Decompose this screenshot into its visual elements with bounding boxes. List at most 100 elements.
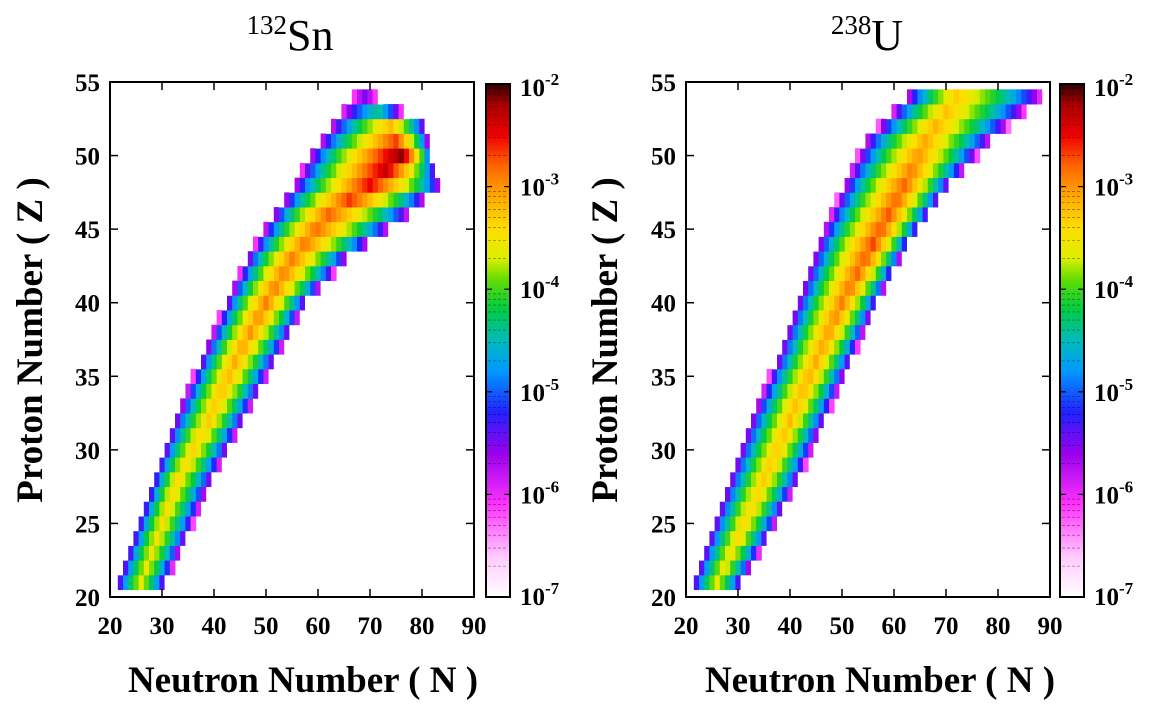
- heatmap-cell: [221, 368, 228, 385]
- heatmap-cell: [745, 530, 752, 546]
- heatmap-cell: [273, 324, 280, 340]
- heatmap-cell: [289, 310, 295, 326]
- heatmap-cell: [948, 104, 955, 120]
- heatmap-cell: [896, 162, 903, 179]
- heatmap-cell: [886, 133, 892, 149]
- heatmap-cell: [990, 89, 996, 105]
- heatmap-cell: [834, 280, 840, 296]
- heatmap-cell: [279, 265, 285, 282]
- heatmap-cell: [367, 192, 373, 208]
- heatmap-cell: [896, 133, 903, 149]
- colorbar-tick-label: 10-4: [520, 272, 560, 304]
- heatmap-cell: [725, 545, 731, 561]
- heatmap-cell: [829, 280, 835, 296]
- heatmap-cell: [123, 574, 129, 591]
- heatmap-cell: [964, 133, 970, 149]
- heatmap-cell: [253, 383, 259, 399]
- heatmap-cell: [761, 530, 767, 546]
- heatmap-cell: [886, 177, 892, 193]
- heatmap-cell: [1005, 104, 1012, 120]
- heatmap-cell: [242, 398, 249, 414]
- heatmap-cell: [771, 442, 778, 458]
- heatmap-cell: [771, 368, 778, 385]
- heatmap-cell: [881, 177, 887, 193]
- heatmap-cell: [849, 192, 856, 208]
- x-tick-label: 40: [202, 613, 227, 640]
- heatmap-cell: [751, 413, 757, 429]
- heatmap-cell: [985, 104, 991, 120]
- heatmap-cell: [237, 339, 243, 355]
- heatmap-cell: [834, 295, 840, 311]
- heatmap-cell: [865, 265, 871, 282]
- heatmap-cell: [247, 354, 254, 370]
- heatmap-cell: [1016, 89, 1022, 105]
- heatmap-cell: [834, 207, 840, 223]
- heatmap-cell: [891, 177, 897, 193]
- heatmap-cell: [792, 295, 799, 311]
- heatmap-cell: [823, 251, 830, 267]
- heatmap-cell: [782, 486, 788, 502]
- heatmap-cell: [922, 177, 929, 193]
- heatmap-cell: [159, 545, 165, 561]
- heatmap-cell: [1026, 89, 1033, 105]
- heatmap-cell: [803, 398, 809, 414]
- heatmap-cell: [268, 207, 275, 223]
- colorbar-tick-label: 10-3: [520, 170, 559, 202]
- heatmap-cell: [829, 324, 835, 340]
- heatmap-cell: [305, 148, 311, 164]
- heatmap-cell: [959, 104, 965, 120]
- heatmap-cell: [357, 207, 363, 223]
- heatmap-cell: [185, 530, 191, 546]
- heatmap-cell: [782, 383, 788, 399]
- heatmap-cell: [351, 133, 358, 149]
- heatmap-cell: [766, 383, 773, 399]
- heatmap-cell: [320, 177, 327, 193]
- heatmap-cell: [756, 530, 762, 546]
- heatmap-cell: [829, 236, 835, 252]
- heatmap-cell: [388, 192, 394, 208]
- heatmap-cell: [901, 236, 908, 252]
- heatmap-cell: [777, 442, 783, 458]
- heatmap-cell: [310, 221, 316, 237]
- heatmap-cell: [933, 104, 939, 120]
- heatmap-cell: [834, 192, 840, 208]
- heatmap-cell: [782, 471, 788, 488]
- heatmap-cell: [912, 192, 918, 208]
- heatmap-cell: [813, 280, 819, 296]
- heatmap-cell: [792, 413, 799, 429]
- heatmap-cell: [766, 398, 773, 414]
- heatmap-cell: [886, 221, 892, 237]
- heatmap-cell: [803, 339, 809, 355]
- heatmap-cell: [258, 236, 264, 252]
- heatmap-cell: [688, 574, 695, 591]
- heatmap-cell: [221, 442, 228, 458]
- y-tick-label: 30: [75, 438, 100, 465]
- heatmap-cell: [175, 413, 181, 429]
- heatmap-cell: [175, 516, 181, 532]
- heatmap-cell: [232, 354, 238, 370]
- x-tick-label: 60: [882, 613, 907, 640]
- heatmap-cell: [331, 236, 337, 252]
- heatmap-cell: [777, 501, 783, 517]
- heatmap-cell: [933, 133, 939, 149]
- heatmap-cell: [818, 427, 825, 443]
- heatmap-cell: [237, 368, 243, 385]
- heatmap-cell: [185, 457, 191, 473]
- heatmap-cell: [419, 118, 425, 134]
- heatmap-cell: [279, 339, 285, 355]
- heatmap-cell: [331, 265, 337, 282]
- heatmap-cell: [190, 442, 197, 458]
- heatmap-cell: [279, 324, 285, 340]
- heatmap-cell: [242, 295, 249, 311]
- heatmap-cell: [907, 221, 913, 237]
- heatmap-cell: [320, 148, 327, 164]
- heatmap-cell: [237, 324, 243, 340]
- heatmap-cell: [860, 133, 866, 149]
- heatmap-cell: [849, 177, 856, 193]
- heatmap-cell: [834, 354, 840, 370]
- heatmap-cell: [948, 162, 955, 179]
- heatmap-cell: [771, 501, 778, 517]
- heatmap-cell: [357, 192, 363, 208]
- heatmap-cell: [860, 221, 866, 237]
- heatmap-cell: [149, 545, 155, 561]
